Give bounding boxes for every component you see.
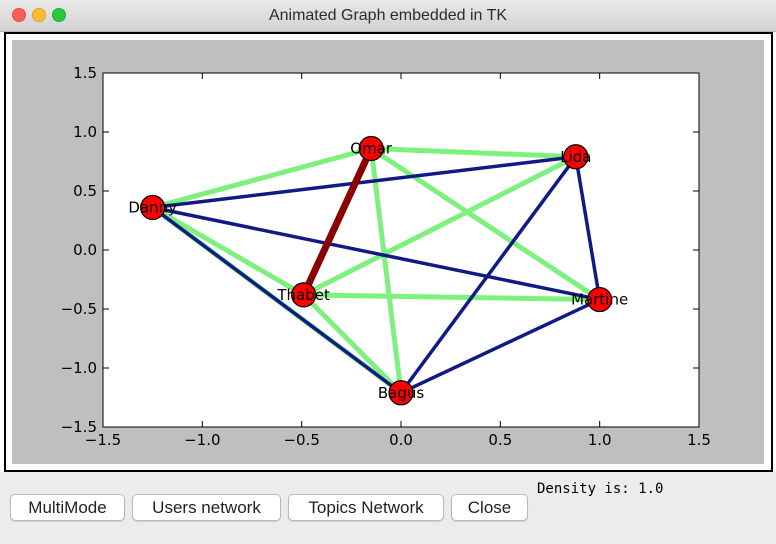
node-label-bagus: Bagus — [378, 384, 425, 402]
edge-omar-martine — [369, 146, 602, 302]
close-button[interactable]: Close — [451, 494, 528, 521]
node-danny — [140, 194, 166, 221]
edge-lida-thabet — [302, 154, 577, 298]
edge-danny-lida — [152, 155, 577, 210]
node-label-omar: Omar — [350, 140, 393, 158]
y-tick-label: −1.0 — [61, 359, 97, 377]
node-label-lida: Lida — [560, 148, 591, 166]
users-network-button[interactable]: Users network — [132, 494, 281, 521]
nodes-layer — [140, 135, 613, 406]
topics-network-button[interactable]: Topics Network — [288, 494, 444, 521]
x-tick-label: −0.5 — [283, 431, 319, 449]
y-tick-label: 0.5 — [73, 182, 97, 200]
edges-layer — [151, 146, 602, 395]
window-zoom-button[interactable] — [52, 8, 66, 22]
window-title: Animated Graph embedded in TK — [268, 7, 508, 24]
node-martine — [587, 286, 613, 313]
title-bar[interactable]: Animated Graph embedded in TK — [0, 0, 776, 32]
edge-omar-danny — [152, 146, 372, 210]
node-labels-layer: Omar Lida Danny Thabet Martine Bagus — [128, 140, 628, 402]
window-close-button[interactable] — [12, 8, 26, 22]
y-tick-label: 0.0 — [73, 241, 97, 259]
density-label: Density is: 1.0 — [537, 481, 664, 497]
edge-lida-martine — [574, 156, 602, 300]
y-tick-label: −1.5 — [61, 418, 97, 436]
x-tick-label: 1.0 — [588, 431, 612, 449]
multimode-button[interactable]: MultiMode — [10, 494, 125, 521]
node-lida — [563, 144, 589, 170]
edge-danny-martine — [152, 205, 601, 302]
y-tick-label: −0.5 — [61, 300, 97, 318]
edge-omar-bagus — [368, 148, 404, 394]
node-thabet — [291, 282, 317, 308]
node-omar — [358, 135, 384, 162]
x-tick-label: 0.5 — [488, 431, 512, 449]
y-tick-label: 1.0 — [73, 123, 97, 141]
window-minimize-button[interactable] — [32, 8, 46, 22]
edge-omar-thabet — [300, 147, 375, 297]
edge-danny-thabet — [151, 205, 305, 298]
node-label-martine: Martine — [571, 291, 628, 309]
edge-danny-bagus — [151, 206, 403, 395]
edge-lida-bagus — [399, 155, 578, 394]
node-label-thabet: Thabet — [276, 286, 330, 304]
edge-omar-lida — [371, 146, 576, 160]
axis-ticks-layer: −1.5 −1.0 −0.5 0.0 0.5 1.0 1.5 1.5 1.0 0.5 0.0 −0.5… — [61, 64, 711, 449]
node-bagus — [388, 380, 414, 406]
edge-thabet-martine — [303, 292, 600, 303]
x-tick-label: −1.5 — [85, 431, 121, 449]
x-tick-label: 0.0 — [389, 431, 413, 449]
x-tick-label: −1.0 — [184, 431, 220, 449]
edge-thabet-bagus — [301, 293, 403, 395]
x-tick-label: 1.5 — [687, 431, 711, 449]
edge-martine-bagus — [400, 297, 601, 395]
y-tick-label: 1.5 — [73, 64, 97, 82]
node-label-danny: Danny — [128, 199, 177, 217]
